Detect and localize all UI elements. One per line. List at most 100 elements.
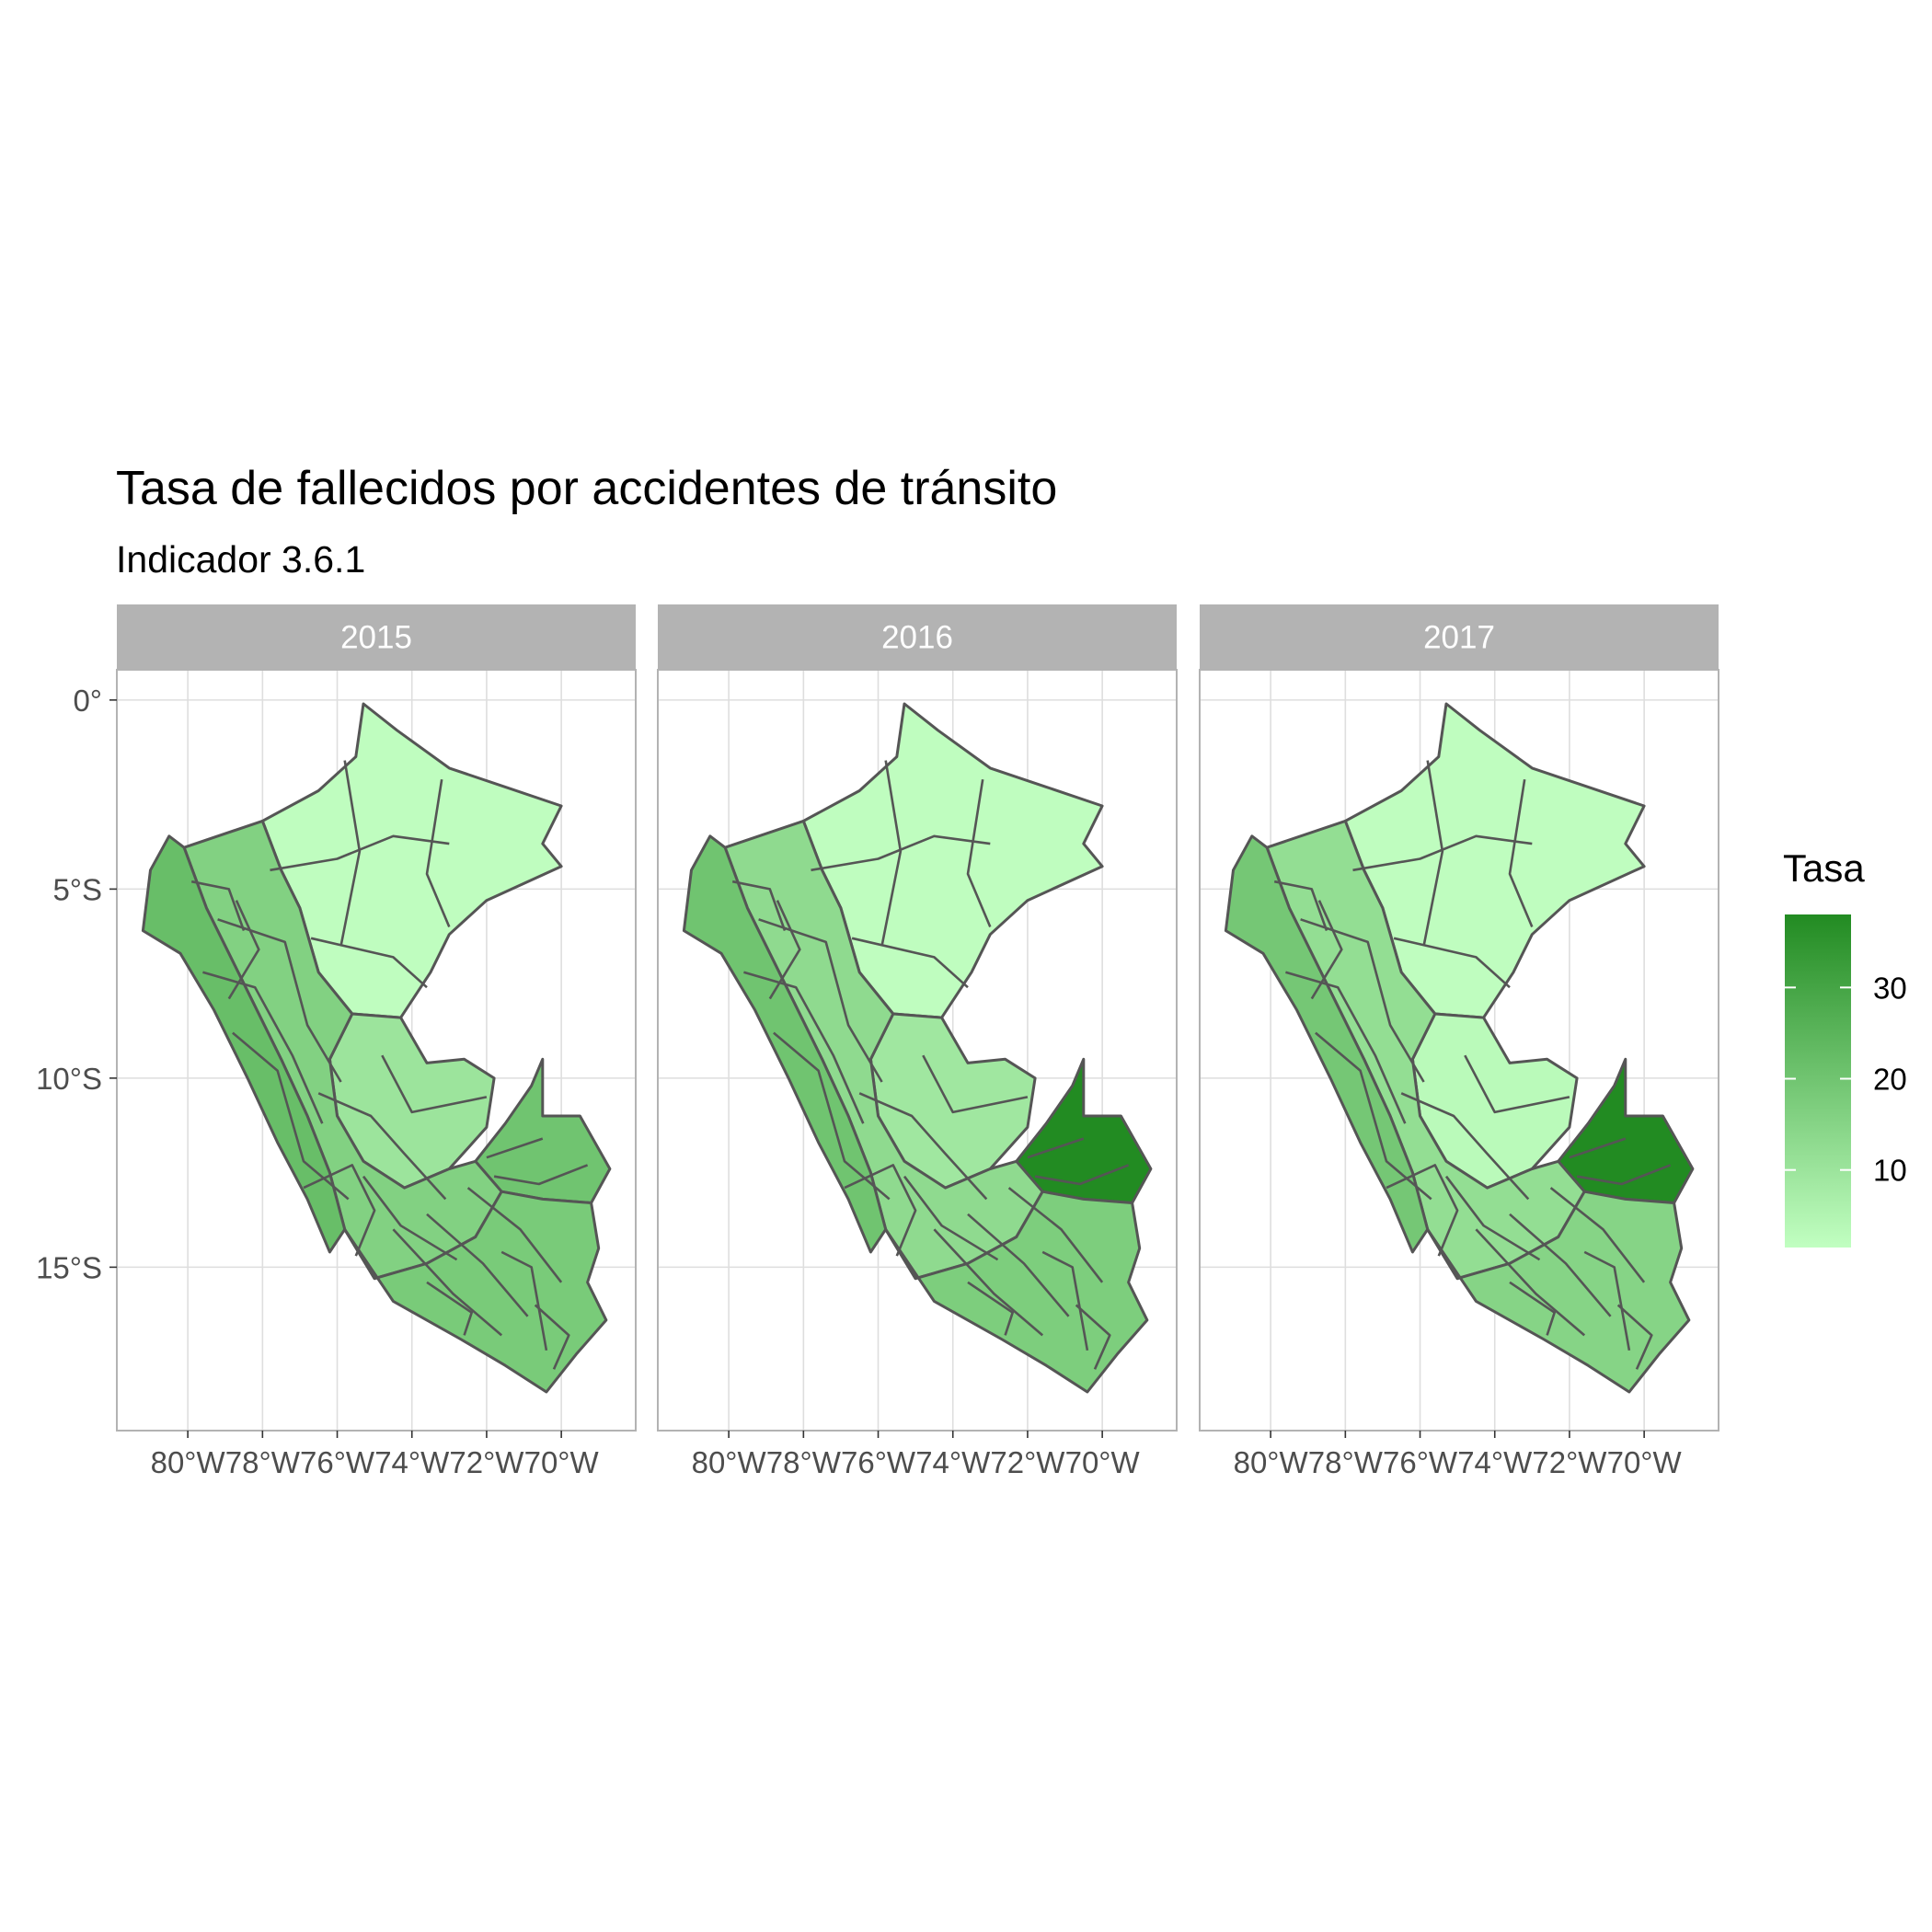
province-boundary: [1273, 880, 1328, 932]
province-boundary: [362, 1175, 458, 1261]
x-tick-label: 70°W: [524, 1445, 600, 1479]
y-tick-label: 10°S: [36, 1062, 102, 1096]
facet-panel-2017: 2017: [1199, 604, 1719, 1432]
x-tick-label: 72°W: [449, 1445, 524, 1479]
x-tick-label: 80°W: [1234, 1445, 1309, 1479]
province-boundary: [731, 880, 787, 932]
facet-strip: [1200, 604, 1719, 670]
region-south: [1426, 1190, 1691, 1394]
province-boundary: [811, 834, 991, 872]
province-boundary: [493, 1164, 589, 1186]
province-boundary: [190, 880, 246, 932]
province-boundary: [1027, 1137, 1085, 1159]
province-boundary: [303, 1164, 376, 1257]
province-boundary: [339, 760, 362, 947]
province-boundary: [966, 778, 992, 928]
x-tick-label: 80°W: [692, 1445, 767, 1479]
province-boundary: [1400, 1092, 1530, 1201]
province-boundary: [1034, 1164, 1130, 1186]
facet-strip-label: 2017: [1423, 620, 1495, 656]
province-boundary: [903, 1175, 999, 1261]
province-boundary: [466, 1187, 563, 1283]
province-boundary: [1509, 1281, 1556, 1336]
province-boundary: [317, 1092, 447, 1201]
legend-title: Tasa: [1783, 846, 1865, 890]
province-boundary: [392, 1228, 503, 1337]
province-boundary: [1583, 1250, 1631, 1351]
x-tick-label: 74°W: [1457, 1445, 1533, 1479]
province-boundary: [534, 1304, 570, 1370]
province-boundary: [1444, 1175, 1541, 1261]
province-boundary: [933, 1228, 1044, 1337]
facet-strip-label: 2015: [340, 620, 412, 656]
x-tick-label: 78°W: [1308, 1445, 1384, 1479]
province-boundary: [851, 937, 969, 989]
province-boundary: [486, 1137, 544, 1159]
chart-title: Tasa de fallecidos por accidentes de trá…: [116, 462, 1057, 515]
province-boundary: [310, 937, 428, 989]
province-boundary: [1393, 937, 1511, 989]
x-tick-label: 70°W: [1065, 1445, 1141, 1479]
y-tick-label: 0°: [73, 684, 102, 718]
region-south: [884, 1190, 1149, 1394]
facet-panels: 2015 2016 2017: [116, 604, 1719, 1432]
region-south: [343, 1190, 608, 1394]
province-boundary: [768, 900, 801, 1000]
province-boundary: [1041, 1250, 1089, 1351]
legend-ticks: 10 20 30: [1785, 971, 1907, 1188]
province-boundary: [202, 971, 324, 1124]
province-boundary: [922, 1054, 1029, 1114]
province-boundary: [1422, 760, 1444, 947]
y-tick-label: 5°S: [52, 872, 102, 906]
x-tick-label: 72°W: [990, 1445, 1065, 1479]
x-tick-label: 74°W: [374, 1445, 450, 1479]
x-tick-label: 76°W: [1383, 1445, 1458, 1479]
province-boundary: [743, 971, 865, 1124]
legend-tick-label: 10: [1873, 1154, 1907, 1188]
x-tick-label: 70°W: [1607, 1445, 1683, 1479]
province-boundary: [426, 1213, 529, 1317]
facet-strip-label: 2016: [881, 620, 953, 656]
province-boundary: [1386, 1164, 1459, 1257]
x-tick-label: 80°W: [151, 1445, 226, 1479]
province-boundary: [425, 778, 451, 928]
x-tick-label: 72°W: [1532, 1445, 1607, 1479]
province-boundary: [1075, 1304, 1111, 1370]
x-axes: 80°W 78°W 76°W 74°W 72°W 70°W 80°W 78°W 76°W 74°W…: [151, 1431, 1683, 1479]
province-boundary: [880, 760, 903, 947]
province-boundary: [1508, 778, 1534, 928]
x-tick-label: 76°W: [841, 1445, 916, 1479]
province-boundary: [1549, 1187, 1646, 1283]
y-axis: 0° 5°S 10°S 15°S: [36, 684, 117, 1284]
province-boundary: [1576, 1164, 1672, 1186]
province-boundary: [1569, 1137, 1627, 1159]
province-boundary: [773, 1031, 891, 1201]
x-tick-label: 78°W: [225, 1445, 301, 1479]
province-boundary: [500, 1250, 548, 1351]
chart-subtitle: Indicador 3.6.1: [116, 538, 365, 581]
x-tick-label: 74°W: [915, 1445, 991, 1479]
province-boundary: [844, 1164, 917, 1257]
province-boundary: [858, 1092, 988, 1201]
province-boundary: [1310, 900, 1343, 1000]
province-boundary: [381, 1054, 488, 1114]
legend: Tasa 10 20 30: [1783, 846, 1907, 1248]
province-boundary: [1285, 971, 1407, 1124]
province-boundary: [1007, 1187, 1104, 1283]
province-boundary: [270, 834, 450, 872]
province-boundary: [227, 900, 260, 1000]
province-boundary: [1475, 1228, 1586, 1337]
province-boundary: [967, 1213, 1070, 1317]
facet-panel-2016: 2016: [657, 604, 1178, 1432]
x-tick-label: 76°W: [300, 1445, 375, 1479]
province-boundary: [1464, 1054, 1570, 1114]
province-boundary: [1509, 1213, 1612, 1317]
province-boundary: [1315, 1031, 1432, 1201]
facet-strip: [658, 604, 1177, 670]
legend-tick-label: 20: [1873, 1063, 1907, 1097]
facet-panel-2015: 2015: [116, 604, 637, 1432]
province-boundary: [232, 1031, 350, 1201]
x-tick-label: 78°W: [766, 1445, 842, 1479]
province-boundary: [967, 1281, 1014, 1336]
